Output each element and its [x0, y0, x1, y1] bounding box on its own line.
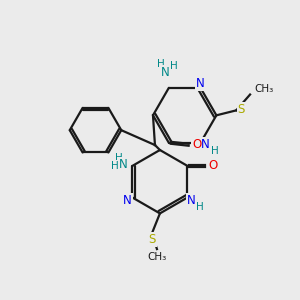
Text: N: N	[123, 194, 132, 207]
Text: H: H	[111, 161, 119, 171]
Text: H: H	[157, 59, 165, 69]
Text: O: O	[192, 138, 201, 151]
Text: N: N	[119, 158, 128, 171]
Text: CH₃: CH₃	[147, 252, 167, 262]
Text: H: H	[211, 146, 218, 156]
Text: S: S	[238, 103, 245, 116]
Text: N: N	[196, 77, 205, 90]
Text: H: H	[196, 202, 204, 212]
Text: CH₃: CH₃	[254, 84, 273, 94]
Text: H: H	[115, 153, 122, 163]
Text: S: S	[148, 233, 156, 246]
Text: N: N	[201, 138, 210, 151]
Text: H: H	[170, 61, 178, 71]
Text: O: O	[208, 159, 218, 172]
Text: N: N	[160, 65, 169, 79]
Text: N: N	[187, 194, 196, 207]
